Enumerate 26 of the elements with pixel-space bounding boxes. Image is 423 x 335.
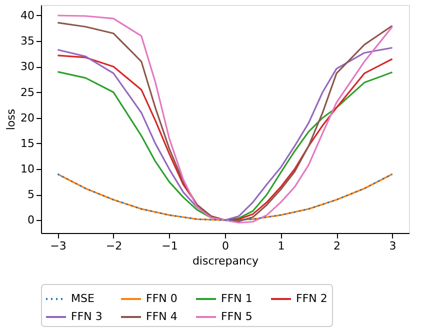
legend-label: FFN 1 bbox=[221, 292, 252, 305]
y-tick-label: 10 bbox=[20, 162, 34, 176]
legend-label: FFN 4 bbox=[146, 310, 178, 323]
y-tick-label: 0 bbox=[28, 214, 34, 227]
legend-label: MSE bbox=[71, 292, 94, 305]
x-tick-label: 1 bbox=[278, 240, 285, 252]
x-tick-label: −1 bbox=[162, 240, 178, 252]
x-tick-label: 2 bbox=[334, 240, 341, 252]
y-tick-label: 5 bbox=[28, 188, 34, 202]
y-tick-label: 20 bbox=[20, 111, 34, 124]
y-tick-label: 40 bbox=[20, 8, 34, 22]
line-series bbox=[56, 173, 394, 222]
legend-label: FFN 5 bbox=[221, 310, 252, 323]
y-tick-label: 15 bbox=[20, 136, 34, 150]
x-tick-label: 0 bbox=[222, 240, 229, 252]
y-tick-label: 35 bbox=[20, 34, 34, 48]
y-axis-title: loss bbox=[4, 108, 18, 130]
legend-label: FFN 3 bbox=[71, 310, 102, 323]
y-tick-label: 25 bbox=[20, 86, 34, 99]
x-tick-label: −3 bbox=[50, 240, 66, 252]
y-tick-label: 30 bbox=[20, 60, 34, 74]
x-tick-label: 3 bbox=[389, 240, 396, 252]
x-axis-title: discrepancy bbox=[192, 254, 260, 268]
legend-label: FFN 2 bbox=[296, 292, 328, 305]
x-tick-label: −2 bbox=[106, 240, 122, 252]
legend-label: FFN 0 bbox=[146, 292, 178, 305]
